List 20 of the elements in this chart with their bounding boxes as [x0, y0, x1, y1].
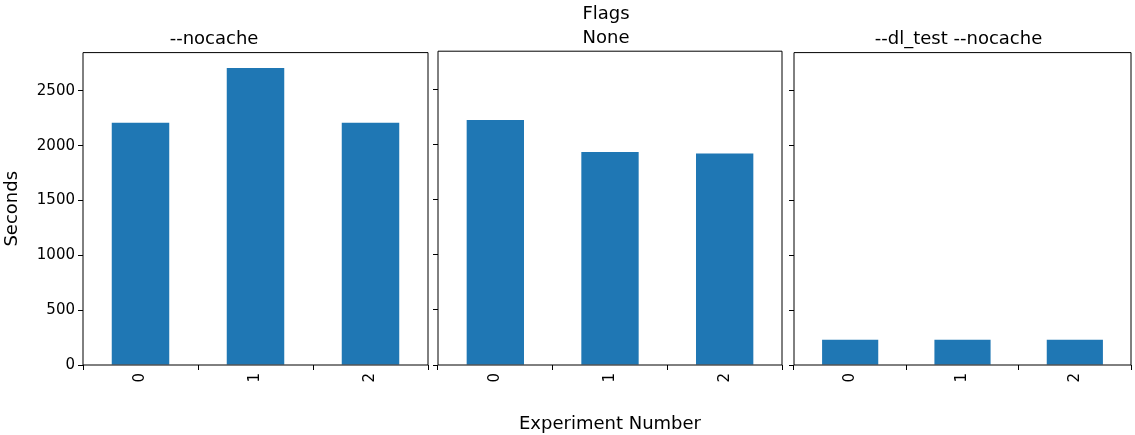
x-tick-label: 2	[360, 373, 379, 383]
x-tick-label: 1	[245, 373, 264, 383]
chart-title: Flags	[582, 2, 630, 24]
y-tick-label: 500	[46, 300, 75, 319]
x-tick-label: 1	[952, 373, 971, 383]
x-tick-label: 1	[599, 373, 618, 383]
y-tick-label: 1000	[36, 245, 75, 264]
y-tick-label: 2000	[36, 135, 75, 154]
y-axis-title: Seconds	[0, 170, 22, 247]
x-tick-label: 0	[130, 373, 149, 383]
y-tick-label: 1500	[36, 190, 75, 209]
x-tick-label: 2	[1064, 373, 1083, 383]
y-tick-label: 2500	[36, 80, 75, 99]
chart-title: --dl_test --nocache	[874, 27, 1043, 50]
x-tick-label: 0	[840, 373, 859, 383]
x-tick-label: 2	[714, 373, 733, 383]
x-tick-label: 0	[485, 373, 504, 383]
chart-subtitle: None	[582, 26, 630, 48]
x-axis-title: Experiment Number	[518, 411, 702, 433]
chart-title: --nocache	[169, 27, 259, 49]
